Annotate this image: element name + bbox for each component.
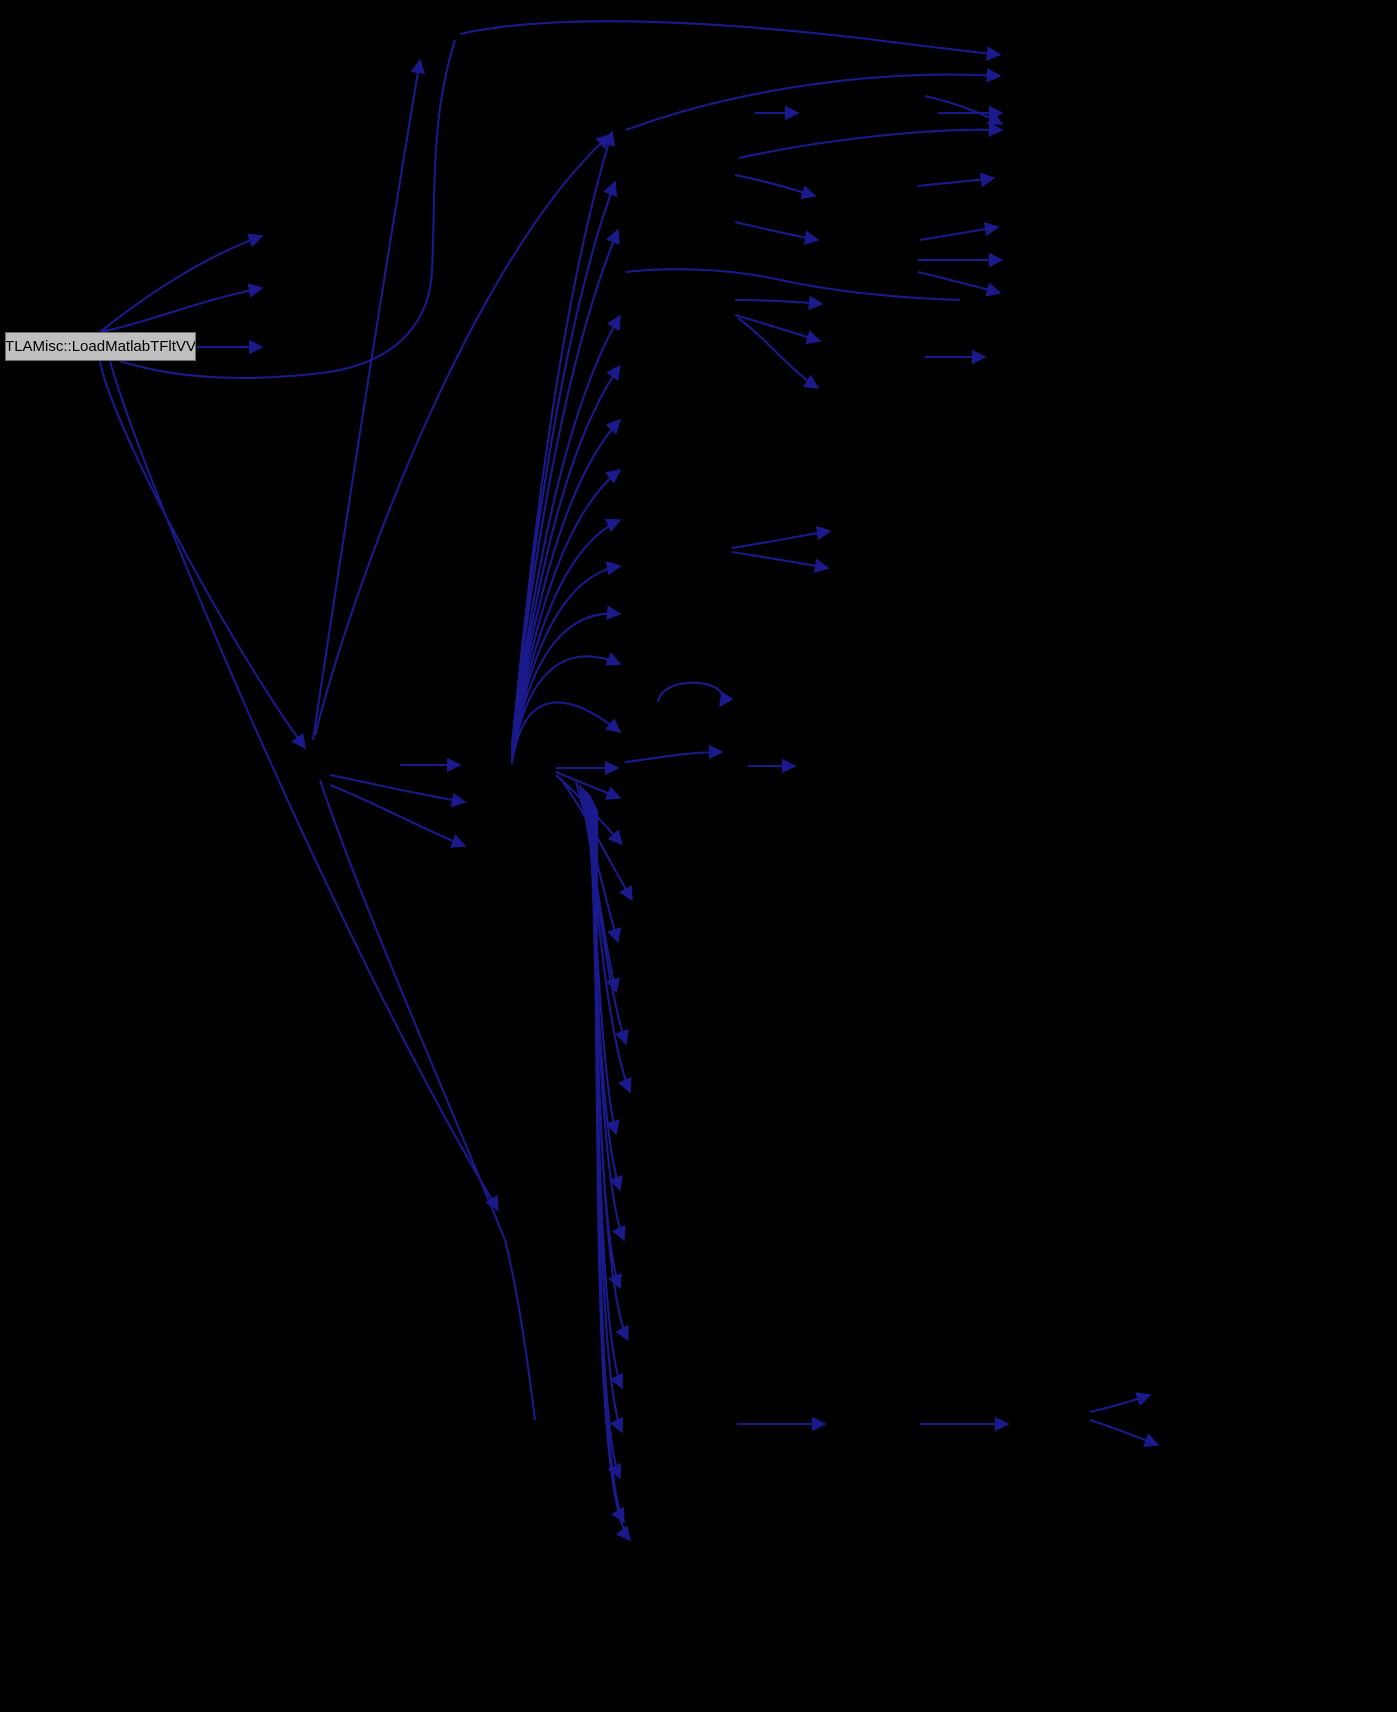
edges-col3-top [459,20,1004,297]
edges-root-lower [119,39,457,379]
edges-hub-mid-fan-up [510,130,622,765]
self-loop [656,681,734,708]
edges-hub-left-out [311,58,612,1421]
edges-from-root [98,233,499,1212]
edges-col3-mid [625,268,987,389]
edges-hub-mid-fan-down [555,760,633,1542]
node-label: TLAMisc::LoadMatlabTFltVV [5,338,196,355]
node-tlamisc-loadmatlabtfltvv[interactable]: TLAMisc::LoadMatlabTFltVV [5,332,196,361]
edges-mid-to-right [624,744,797,774]
edges-col3-lower [731,525,832,573]
edges-bottom-chain [737,1392,1160,1448]
